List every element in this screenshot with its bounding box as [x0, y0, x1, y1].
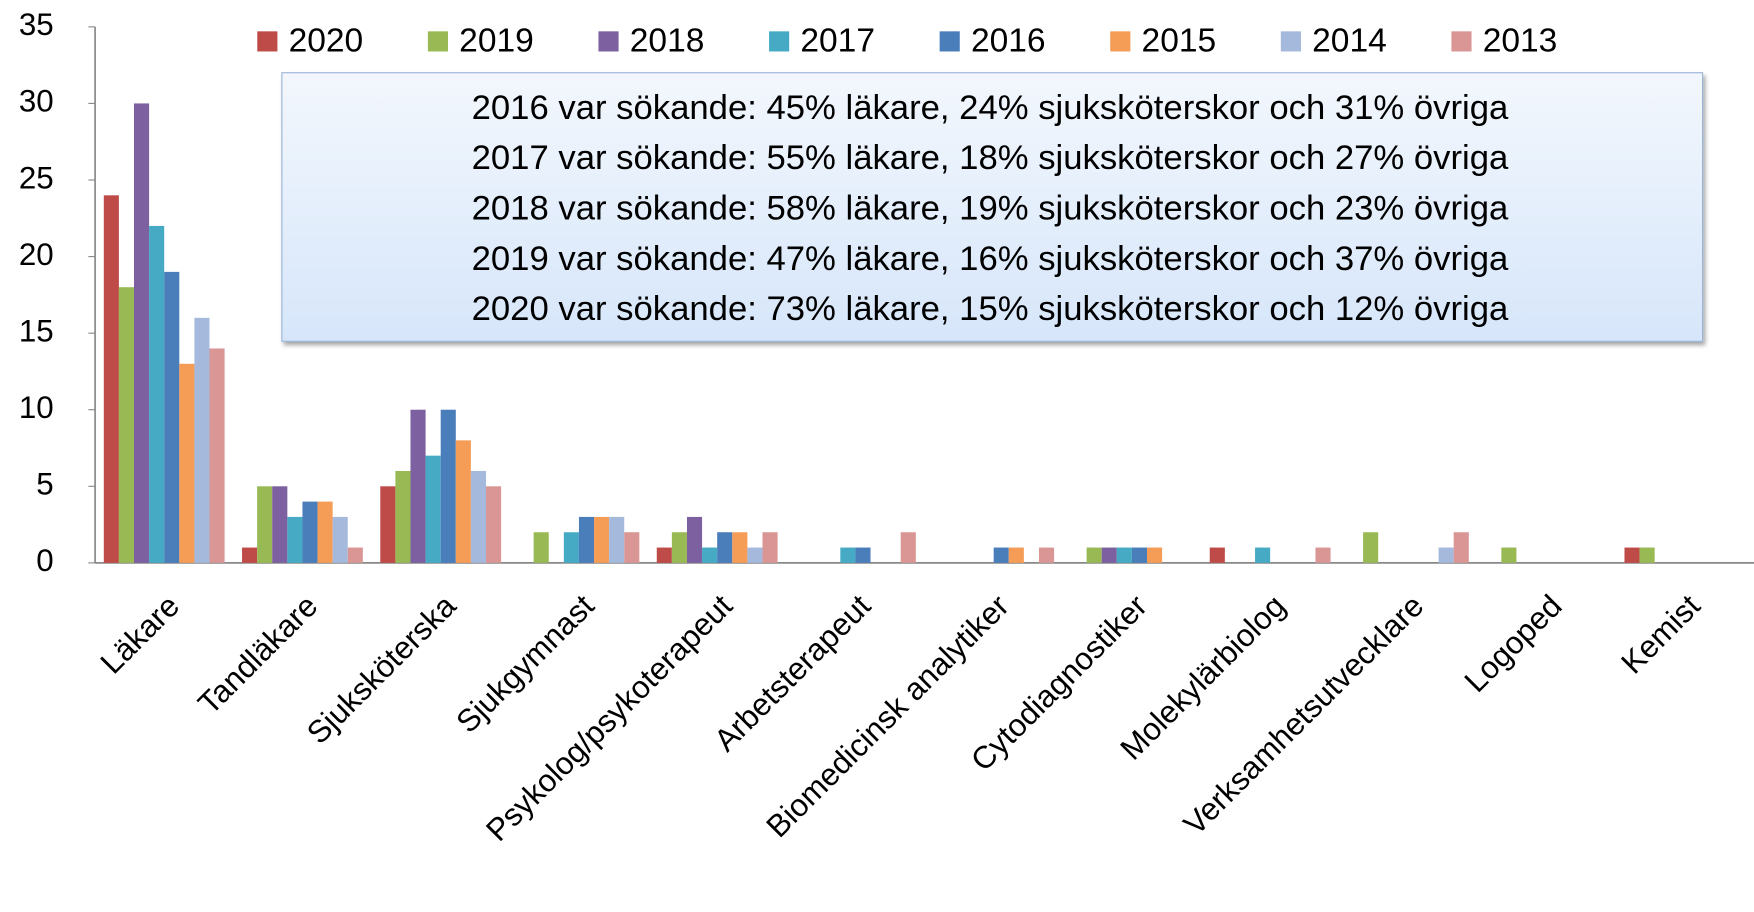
bar — [656, 547, 672, 563]
bar — [855, 547, 871, 563]
legend-swatch — [1110, 31, 1131, 52]
legend-label: 2014 — [1312, 22, 1387, 59]
x-tick-label: Logoped — [1458, 588, 1569, 699]
bar — [1255, 547, 1271, 563]
bar — [194, 317, 210, 563]
bar — [272, 486, 288, 563]
bar — [164, 271, 180, 563]
y-tick-label: 25 — [19, 160, 54, 195]
bar — [149, 225, 165, 563]
legend-swatch — [598, 31, 619, 52]
x-tick-label: Biomedicinsk analytiker — [760, 588, 1016, 844]
bar — [1438, 547, 1454, 563]
legend-swatch — [1451, 31, 1472, 52]
bar — [732, 532, 748, 563]
x-tick-label: Tandläkare — [191, 588, 324, 721]
bar — [717, 532, 733, 563]
annotation-line: 2016 var sökande: 45% läkare, 24% sjuksk… — [472, 89, 1509, 127]
bar — [257, 486, 273, 563]
y-tick-label: 30 — [19, 84, 54, 119]
bar — [134, 103, 150, 563]
bar — [380, 486, 396, 563]
legend-swatch — [939, 31, 960, 52]
bar — [1147, 547, 1163, 563]
bar — [1131, 547, 1148, 563]
bar — [747, 547, 763, 563]
annotation-line: 2018 var sökande: 58% läkare, 19% sjuksk… — [472, 190, 1509, 228]
bar — [242, 547, 258, 563]
bar — [1116, 547, 1132, 563]
bar — [317, 501, 333, 563]
bar — [302, 501, 318, 563]
legend-swatch — [257, 31, 278, 52]
bar — [410, 409, 426, 563]
y-tick-label: 15 — [19, 313, 54, 348]
bar — [702, 547, 718, 563]
legend-label: 2019 — [459, 22, 534, 59]
bar — [686, 516, 703, 563]
annotation-line: 2020 var sökande: 73% läkare, 15% sjuksk… — [472, 290, 1509, 328]
bar — [395, 470, 411, 563]
bar — [993, 547, 1009, 563]
bar — [900, 532, 916, 563]
bar — [209, 348, 225, 563]
bar — [609, 516, 625, 563]
bar — [1453, 532, 1469, 563]
bar — [1038, 547, 1055, 563]
bar — [563, 532, 579, 563]
x-tick-label: Psykolog/psykoterapeut — [479, 588, 739, 848]
bar — [840, 547, 856, 563]
bar — [671, 532, 687, 563]
bar — [594, 516, 610, 563]
bar — [1315, 547, 1331, 563]
bar — [332, 516, 348, 563]
legend-label: 2018 — [630, 22, 705, 59]
legend-swatch — [769, 31, 790, 52]
annotation-line: 2019 var sökande: 47% läkare, 16% sjuksk… — [472, 240, 1509, 278]
bar — [425, 455, 441, 563]
bar — [1209, 547, 1225, 563]
bar — [103, 195, 119, 563]
bar — [1639, 547, 1655, 563]
bar — [455, 440, 471, 563]
legend-swatch — [1280, 31, 1301, 52]
y-tick-label: 0 — [36, 543, 53, 578]
bar — [578, 516, 595, 563]
bar — [485, 486, 502, 563]
x-tick-label: Sjuksköterska — [300, 588, 463, 751]
bar — [1624, 547, 1640, 563]
bar — [1101, 547, 1117, 563]
legend-label: 2020 — [289, 22, 364, 59]
x-tick-label: Verksamhetsutvecklare — [1177, 588, 1431, 842]
y-tick-label: 10 — [19, 390, 54, 425]
legend-swatch — [427, 31, 449, 52]
bar — [1008, 547, 1024, 563]
y-tick-label: 5 — [36, 467, 53, 502]
legend-label: 2015 — [1142, 22, 1217, 59]
bar — [762, 532, 778, 563]
x-tick-label: Sjukgymnast — [449, 588, 601, 740]
bar — [179, 363, 195, 563]
x-tick-label: Kemist — [1614, 588, 1707, 681]
y-tick-label: 35 — [19, 7, 54, 42]
bar — [118, 287, 135, 563]
bar — [1086, 547, 1102, 563]
bar — [1363, 532, 1379, 563]
bar — [470, 470, 486, 563]
legend-label: 2016 — [971, 22, 1046, 59]
annotation-line: 2017 var sökande: 55% läkare, 18% sjuksk… — [472, 139, 1509, 177]
bar — [347, 547, 363, 563]
bar — [624, 532, 640, 563]
bar — [1501, 547, 1517, 563]
bar — [287, 516, 303, 563]
bar — [533, 532, 549, 563]
legend-label: 2017 — [800, 22, 875, 59]
legend-label: 2013 — [1483, 22, 1558, 59]
bar — [440, 409, 456, 563]
annotation-box — [281, 72, 1704, 342]
y-tick-label: 20 — [19, 237, 54, 272]
x-tick-label: Läkare — [94, 588, 186, 680]
